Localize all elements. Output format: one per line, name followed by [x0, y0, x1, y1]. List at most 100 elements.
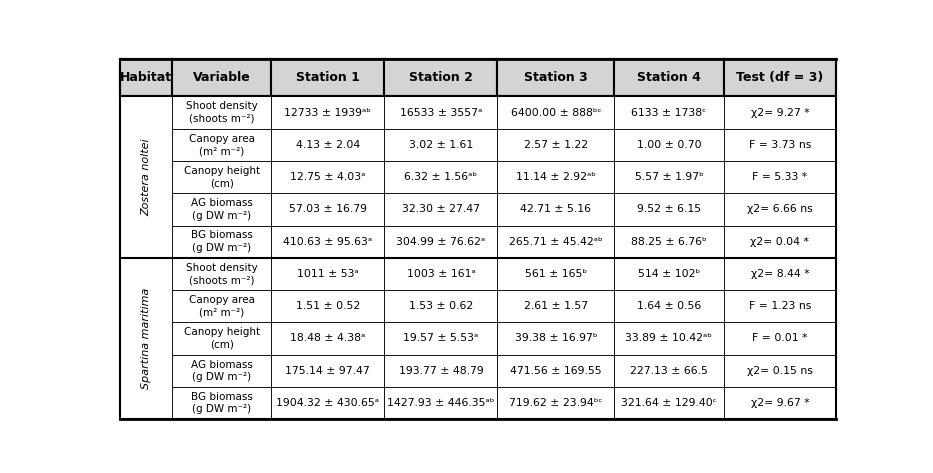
Bar [384, 193, 497, 226]
Text: 19.57 ± 5.53ᵃ: 19.57 ± 5.53ᵃ [403, 333, 479, 343]
Bar [120, 96, 173, 258]
Text: Canopy area
(m² m⁻²): Canopy area (m² m⁻²) [188, 134, 255, 156]
Bar [272, 258, 384, 290]
Bar [614, 193, 724, 226]
Bar [384, 322, 497, 355]
Bar [173, 129, 272, 161]
Text: Variable: Variable [193, 71, 251, 84]
Bar [384, 129, 497, 161]
Text: 561 ± 165ᵇ: 561 ± 165ᵇ [525, 269, 587, 279]
Text: χ2= 8.44 *: χ2= 8.44 * [750, 269, 809, 279]
Text: Station 4: Station 4 [637, 71, 701, 84]
Text: 32.30 ± 27.47: 32.30 ± 27.47 [402, 204, 480, 214]
Bar [272, 226, 384, 258]
Bar [173, 355, 272, 387]
Text: AG biomass
(g DW m⁻²): AG biomass (g DW m⁻²) [191, 359, 253, 382]
Text: 1.00 ± 0.70: 1.00 ± 0.70 [636, 140, 702, 150]
Bar [384, 59, 497, 96]
Text: χ2= 9.67 *: χ2= 9.67 * [750, 398, 809, 408]
Bar [724, 59, 836, 96]
Text: Station 1: Station 1 [296, 71, 360, 84]
Bar [272, 387, 384, 419]
Text: 6400.00 ± 888ᵇᶜ: 6400.00 ± 888ᵇᶜ [510, 107, 601, 118]
Text: Test (df = 3): Test (df = 3) [736, 71, 824, 84]
Bar [173, 226, 272, 258]
Text: 88.25 ± 6.76ᵇ: 88.25 ± 6.76ᵇ [631, 236, 706, 246]
Text: Zostera noltei: Zostera noltei [142, 138, 151, 216]
Text: 175.14 ± 97.47: 175.14 ± 97.47 [285, 366, 370, 376]
Text: Canopy height
(cm): Canopy height (cm) [184, 166, 260, 188]
Bar [614, 290, 724, 322]
Bar [614, 59, 724, 96]
Bar [173, 258, 272, 290]
Bar [272, 193, 384, 226]
Text: 304.99 ± 76.62ᵃ: 304.99 ± 76.62ᵃ [397, 236, 485, 246]
Bar [173, 96, 272, 129]
Bar [614, 129, 724, 161]
Bar [272, 129, 384, 161]
Bar [724, 258, 836, 290]
Bar [497, 59, 614, 96]
Bar [173, 290, 272, 322]
Bar [384, 387, 497, 419]
Text: 265.71 ± 45.42ᵃᵇ: 265.71 ± 45.42ᵃᵇ [509, 236, 603, 246]
Text: 1.53 ± 0.62: 1.53 ± 0.62 [409, 301, 473, 311]
Text: Spartina maritima: Spartina maritima [142, 288, 151, 389]
Text: BG biomass
(g DW m⁻²): BG biomass (g DW m⁻²) [191, 230, 253, 253]
Bar [384, 161, 497, 193]
Text: 1011 ± 53ᵃ: 1011 ± 53ᵃ [297, 269, 358, 279]
Bar [272, 96, 384, 129]
Text: χ2= 0.15 ns: χ2= 0.15 ns [747, 366, 813, 376]
Bar [384, 96, 497, 129]
Text: 719.62 ± 23.94ᵇᶜ: 719.62 ± 23.94ᵇᶜ [509, 398, 603, 408]
Text: 2.57 ± 1.22: 2.57 ± 1.22 [523, 140, 588, 150]
Bar [724, 96, 836, 129]
Text: 2.61 ± 1.57: 2.61 ± 1.57 [523, 301, 588, 311]
Bar [120, 59, 173, 96]
Text: 12733 ± 1939ᵃᵇ: 12733 ± 1939ᵃᵇ [285, 107, 371, 118]
Bar [120, 258, 173, 419]
Text: 3.02 ± 1.61: 3.02 ± 1.61 [409, 140, 473, 150]
Text: 1.64 ± 0.56: 1.64 ± 0.56 [637, 301, 701, 311]
Text: Station 2: Station 2 [409, 71, 473, 84]
Bar [272, 355, 384, 387]
Bar [384, 355, 497, 387]
Bar [724, 161, 836, 193]
Bar [384, 226, 497, 258]
Bar [614, 387, 724, 419]
Bar [497, 129, 614, 161]
Bar [614, 226, 724, 258]
Bar [497, 96, 614, 129]
Bar [724, 355, 836, 387]
Text: 39.38 ± 16.97ᵇ: 39.38 ± 16.97ᵇ [515, 333, 597, 343]
Text: 12.75 ± 4.03ᵃ: 12.75 ± 4.03ᵃ [290, 172, 366, 182]
Bar [173, 161, 272, 193]
Bar [724, 226, 836, 258]
Bar [272, 59, 384, 96]
Text: 6133 ± 1738ᶜ: 6133 ± 1738ᶜ [632, 107, 706, 118]
Text: 4.13 ± 2.04: 4.13 ± 2.04 [296, 140, 360, 150]
Bar [497, 226, 614, 258]
Text: Shoot density
(shoots m⁻²): Shoot density (shoots m⁻²) [186, 263, 258, 285]
Bar [173, 322, 272, 355]
Text: Station 3: Station 3 [524, 71, 588, 84]
Bar [614, 258, 724, 290]
Text: BG biomass
(g DW m⁻²): BG biomass (g DW m⁻²) [191, 392, 253, 414]
Bar [724, 129, 836, 161]
Bar [497, 258, 614, 290]
Text: 471.56 ± 169.55: 471.56 ± 169.55 [510, 366, 602, 376]
Text: 227.13 ± 66.5: 227.13 ± 66.5 [630, 366, 708, 376]
Bar [497, 355, 614, 387]
Text: F = 0.01 *: F = 0.01 * [752, 333, 808, 343]
Text: 1.51 ± 0.52: 1.51 ± 0.52 [296, 301, 360, 311]
Bar [614, 96, 724, 129]
Bar [497, 322, 614, 355]
Bar [614, 322, 724, 355]
Text: 18.48 ± 4.38ᵃ: 18.48 ± 4.38ᵃ [290, 333, 366, 343]
Bar [384, 258, 497, 290]
Text: 321.64 ± 129.40ᶜ: 321.64 ± 129.40ᶜ [621, 398, 717, 408]
Bar [497, 161, 614, 193]
Bar [173, 387, 272, 419]
Bar [497, 387, 614, 419]
Text: 1003 ± 161ᵃ: 1003 ± 161ᵃ [407, 269, 475, 279]
